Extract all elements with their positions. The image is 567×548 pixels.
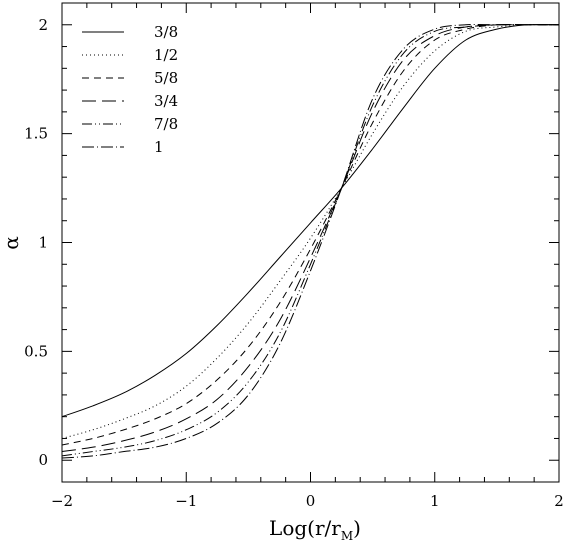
y-tick-label: 2 — [38, 16, 48, 34]
series-line-3-4 — [61, 24, 559, 453]
y-tick-label: 1 — [38, 234, 48, 252]
x-axis-title: Log(r/rM) — [269, 516, 361, 543]
legend-label: 3/4 — [154, 92, 178, 110]
x-tick-label: 2 — [554, 492, 564, 510]
y-axis-title: α — [0, 236, 23, 250]
legend-label: 1/2 — [154, 46, 178, 64]
x-axis-title-close: ) — [353, 516, 361, 540]
legend: 3/8 1/2 5/8 3/4 7/8 1 — [82, 23, 178, 156]
x-axis-title-main: Log(r/r — [269, 516, 341, 540]
series-line-1-2 — [61, 24, 560, 439]
legend-label: 7/8 — [154, 115, 178, 133]
series-line-1 — [61, 23, 559, 459]
y-tick-label: 0 — [38, 451, 48, 469]
legend-label: 1 — [154, 138, 164, 156]
plot-frame — [61, 2, 560, 483]
legend-label: 3/8 — [154, 23, 178, 41]
series-line-5-8 — [61, 23, 559, 446]
x-tick-label: 1 — [430, 492, 440, 510]
series-layer — [61, 23, 560, 459]
axis-ticks — [61, 3, 560, 482]
legend-label: 5/8 — [154, 69, 178, 87]
y-tick-label: 1.5 — [24, 125, 48, 143]
x-tick-label: 0 — [306, 492, 316, 510]
series-line-3-8 — [61, 23, 560, 418]
x-tick-label: −2 — [51, 492, 73, 510]
x-axis-title-subscript: M — [341, 529, 353, 543]
y-tick-label: 0.5 — [24, 342, 48, 360]
tick-labels: −2 −1 0 1 2 0 0.5 1 1.5 2 — [24, 16, 564, 510]
x-tick-label: −1 — [175, 492, 197, 510]
series-line-7-8 — [61, 24, 559, 457]
